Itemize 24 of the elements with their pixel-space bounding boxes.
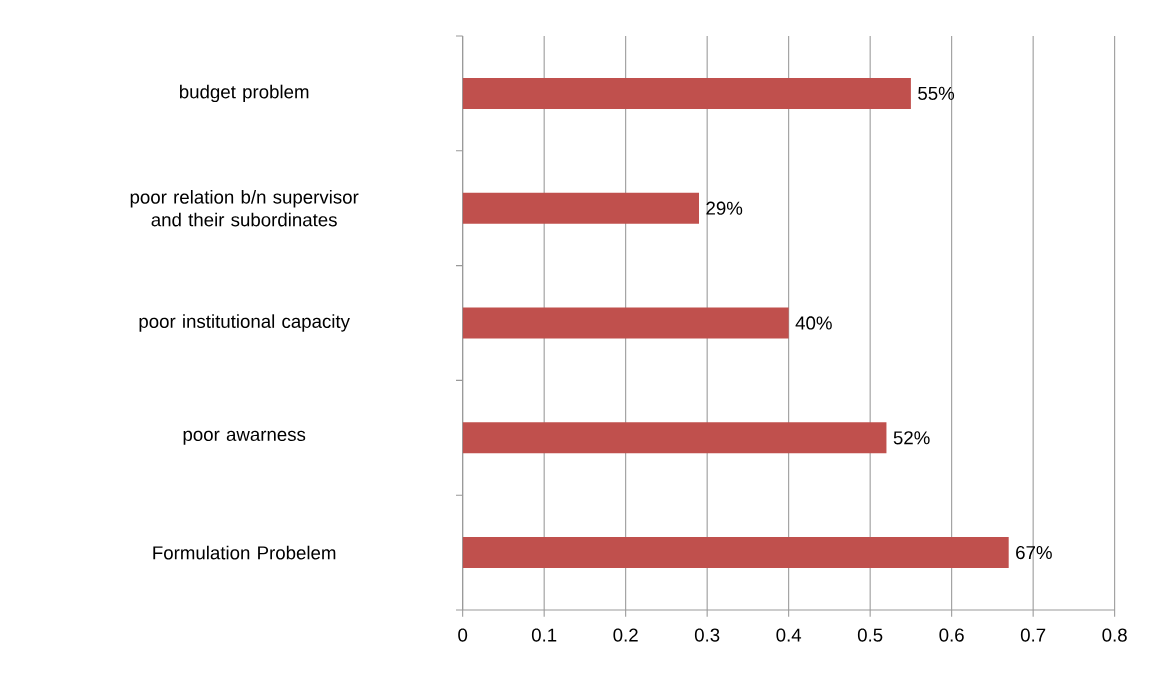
y-tick-label: Formulation Probelem [153, 545, 336, 560]
y-tick-label: poor relation b/n supervisor and their subordinates [130, 190, 359, 227]
data-label: 67% [1016, 545, 1052, 560]
y-tick-label: poor awarness [183, 430, 306, 445]
x-tick-label: 0.1 [531, 628, 557, 642]
bar [462, 537, 1009, 569]
x-tick-label: 0.4 [776, 628, 802, 642]
x-tick-label: 0.7 [1020, 628, 1046, 642]
y-tick-label: poor institutional capacity [139, 314, 350, 332]
x-tick-label: 0.3 [694, 628, 720, 642]
data-label: 29% [706, 201, 743, 215]
x-tick-label: 0.8 [1102, 628, 1127, 642]
x-tick-label: 0.6 [939, 628, 964, 642]
data-label: 40% [795, 316, 832, 330]
data-label: 55% [918, 86, 955, 100]
y-tick-label: budget problem [180, 84, 309, 103]
x-tick-label: 0.2 [613, 628, 638, 642]
bar [462, 192, 700, 224]
bar [462, 422, 887, 454]
x-tick-label: 0.5 [857, 628, 883, 642]
data-label: 52% [893, 431, 930, 445]
bar [462, 77, 911, 109]
x-tick-label: 0 [458, 628, 468, 642]
bar [462, 307, 789, 339]
